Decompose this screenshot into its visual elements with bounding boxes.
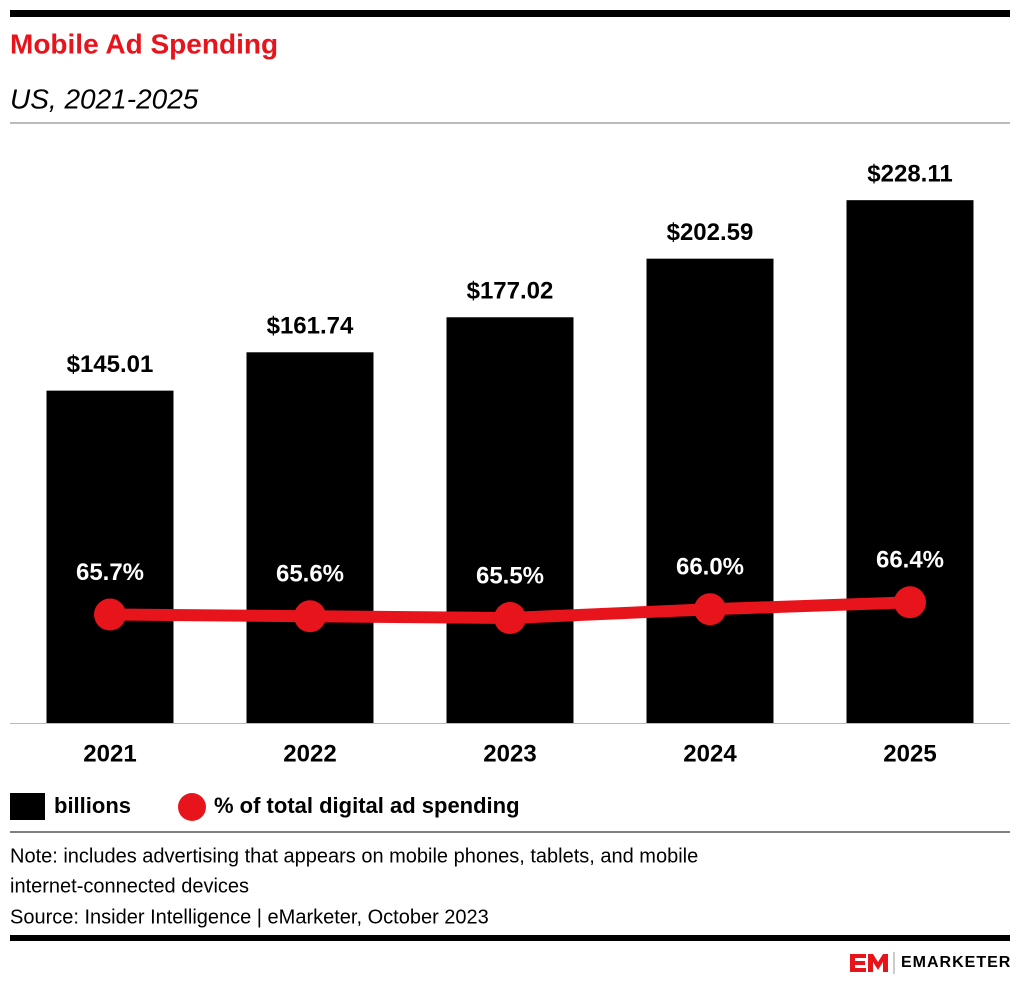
bar: [446, 317, 574, 723]
value-label: $228.11: [867, 161, 952, 188]
bar: [846, 200, 974, 723]
bar: [646, 258, 774, 723]
value-label: $161.74: [267, 313, 354, 340]
line-marker: [494, 602, 526, 635]
value-label: 66.4%: [876, 547, 944, 574]
x-tick-label: 2021: [83, 740, 136, 767]
value-label: 65.6%: [276, 561, 344, 588]
bottom-rule: [10, 935, 1010, 941]
value-label: $177.02: [467, 278, 554, 305]
note: internet-connected devices: [10, 875, 249, 897]
line-marker: [694, 593, 726, 626]
brand: EMARKETER: [901, 954, 1011, 971]
legend-label: % of total digital ad spending: [214, 793, 520, 818]
chart-title: Mobile Ad Spending: [10, 28, 278, 59]
bar: [46, 390, 174, 723]
x-tick-label: 2022: [283, 740, 336, 767]
bar: [246, 352, 374, 723]
line-marker: [294, 600, 326, 633]
x-tick-label: 2025: [883, 740, 936, 767]
value-label: 65.7%: [76, 559, 144, 586]
legend-swatch-bar: [10, 793, 45, 820]
logo: EMARKETER: [850, 952, 1011, 974]
value-label: 66.0%: [676, 554, 744, 581]
x-tick-label: 2023: [483, 740, 536, 767]
line-marker: [94, 598, 126, 631]
value-label: $145.01: [67, 351, 154, 378]
value-label: $202.59: [667, 219, 754, 246]
source: Source: Insider Intelligence | eMarketer…: [10, 906, 489, 928]
value-label: 65.5%: [476, 562, 544, 589]
top-rule: [10, 10, 1010, 17]
legend-label: billions: [54, 793, 131, 818]
line-marker: [894, 586, 926, 619]
legend-swatch-line: [178, 793, 206, 821]
note: Note: includes advertising that appears …: [10, 845, 698, 867]
x-tick-label: 2024: [683, 740, 737, 767]
chart-subtitle: US, 2021-2025: [10, 83, 199, 114]
